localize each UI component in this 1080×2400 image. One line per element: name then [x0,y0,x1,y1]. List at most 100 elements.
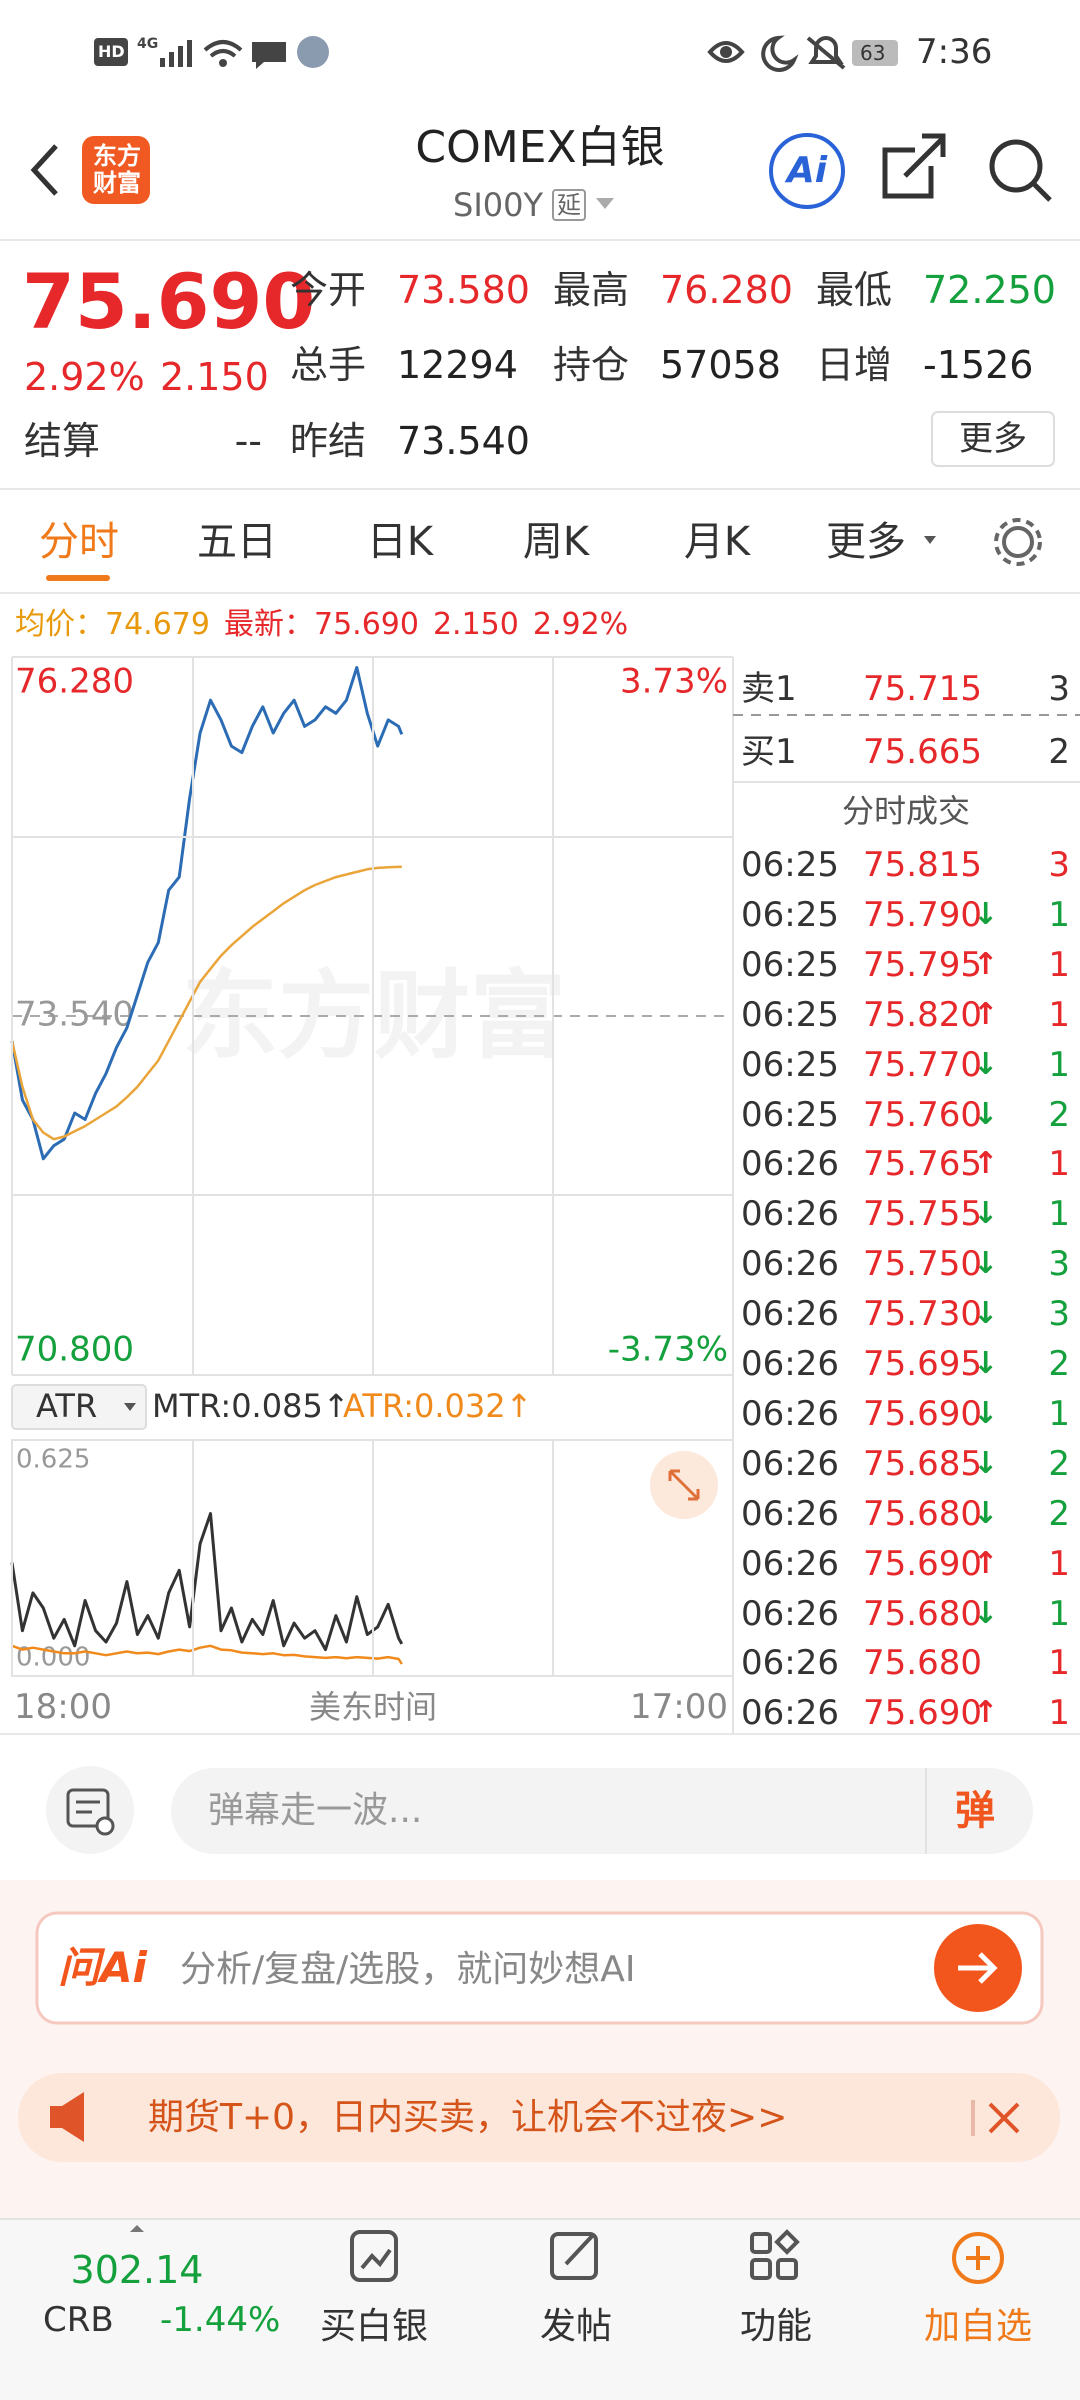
trade-volume: 2 [1048,1443,1070,1484]
trade-price: 75.695 [863,1344,982,1384]
trade-arrow: ↓ [973,1296,999,1332]
index-change: -1.44% [160,2300,281,2340]
banner-bg[interactable] [18,2073,1060,2162]
field-value: 12294 [397,343,518,387]
comment-input[interactable] [171,1768,1033,1854]
trade-arrow: ↓ [973,1196,999,1232]
trade-price: 75.680 [863,1643,982,1684]
more-button[interactable]: 更多 [959,419,1027,459]
trade-arrow: ↓ [973,1046,999,1082]
x-axis-label: 美东时间 [308,1688,438,1726]
tab[interactable]: 分时 [39,519,119,565]
trade-arrow: ↓ [973,1246,999,1282]
chart-frame [11,657,1080,1734]
send-arrow [958,1952,998,1984]
network: 4G [137,36,159,52]
field-label: 昨结 [290,419,367,463]
tab[interactable]: 五日 [197,519,277,565]
trade-volume: 1 [1048,1593,1070,1634]
field-label: 日增 [816,343,893,387]
nav-icons [350,2229,1004,2284]
logo: 东方财富 [93,142,141,197]
trade-volume: 1 [1048,1144,1070,1185]
battery: 63 [860,41,886,65]
trade-volume: 1 [1048,994,1070,1035]
tab[interactable]: 更多 [826,519,906,565]
trade-price: 75.790 [863,894,982,935]
trade-volume: 1 [1048,944,1070,985]
trade-time: 06:26 [741,1543,839,1584]
settle-label: 结算 [24,419,101,463]
ai-button[interactable]: Ai [786,150,828,191]
trade-volume: 2 [1048,1094,1070,1135]
banner-text[interactable]: 期货T+0，日内买卖，让机会不过夜>> [148,2097,788,2138]
trade-time: 06:25 [741,894,839,935]
trade-time: 06:26 [741,1144,839,1185]
ask-ai-box[interactable] [35,1911,1044,2025]
trade-arrow: ↓ [973,1346,999,1381]
symbol: SI00Y [453,186,544,224]
sub-chart: 0.625 0.000 [10,1439,404,1677]
symbol-caret[interactable] [596,198,614,209]
trade-volume: 1 [1048,894,1070,935]
trade-arrow: ↑ [973,1146,999,1182]
y-tick-label: 73.540 [15,995,134,1035]
latest-change-pct: 2.92% [532,607,629,642]
trade-price: 75.765 [863,1144,982,1185]
x-tick-label: 18:00 [14,1687,112,1727]
time: 7:36 [916,32,993,72]
trade-arrow: ↓ [973,896,999,932]
banner-close[interactable] [971,2100,1020,2136]
trade-price: 75.690 [863,1693,982,1734]
bid-label: 买1 [741,732,797,772]
latest-change: 2.150 [432,607,519,642]
index-name: CRB [43,2300,114,2340]
trade-time: 06:25 [741,994,839,1035]
trade-time: 06:25 [741,845,839,885]
nav-item[interactable]: 加自选 [923,2306,1033,2347]
danmaku-button[interactable]: 弹 [955,1788,995,1834]
ask-ai-placeholder[interactable]: 分析/复盘/选股，就问妙想AI [180,1949,636,1990]
y-tick-label: 0.000 [16,1643,90,1673]
logo-bg [82,136,150,204]
y2-tick-label: 3.73% [620,662,728,702]
change-pct: 2.92% [24,355,145,399]
trade-price: 75.815 [863,845,982,885]
y-tick-label: 0.625 [16,1445,90,1475]
trade-volume: 1 [1048,1543,1070,1584]
field-value: 57058 [660,343,781,387]
latest-label: 最新： [223,607,314,642]
field-value: -1526 [923,343,1034,387]
field-value: 73.540 [397,419,530,463]
nav-item[interactable]: 买白银 [319,2306,429,2347]
field-value: 72.250 [923,268,1056,312]
comment-placeholder[interactable]: 弹幕走一波... [208,1790,423,1831]
field-label: 今开 [290,268,367,312]
trade-time: 06:26 [741,1344,839,1384]
field-label: 最低 [816,268,893,312]
trade-time: 06:25 [741,1044,839,1085]
trade-price: 75.690 [863,1543,982,1584]
trade-volume: 1 [1048,1194,1070,1235]
change: 2.150 [160,355,269,399]
trade-time: 06:26 [741,1244,839,1285]
field-label: 持仓 [553,343,630,387]
nav-item[interactable]: 发帖 [539,2306,613,2347]
index-value: 302.14 [70,2248,204,2292]
trade-price: 75.760 [863,1094,982,1135]
settle-value: -- [234,419,262,463]
trade-arrow: ↓ [973,1495,999,1531]
ask-label: 卖1 [741,669,797,709]
tab[interactable]: 周K [522,519,590,565]
trade-volume: 1 [1048,1044,1070,1085]
tab[interactable]: 日K [366,519,434,565]
nav-item[interactable]: 功能 [739,2306,813,2347]
tab[interactable]: 月K [683,519,751,565]
trade-arrow: ↓ [973,1595,999,1631]
avg-value: 74.679 [105,607,210,642]
trade-time: 06:26 [741,1294,839,1335]
bottom-nav-bg [0,2219,1080,2400]
tab-icons [46,518,1042,581]
y-tick-label: 70.800 [15,1330,134,1370]
indicator-select[interactable]: ATR [36,1387,98,1425]
